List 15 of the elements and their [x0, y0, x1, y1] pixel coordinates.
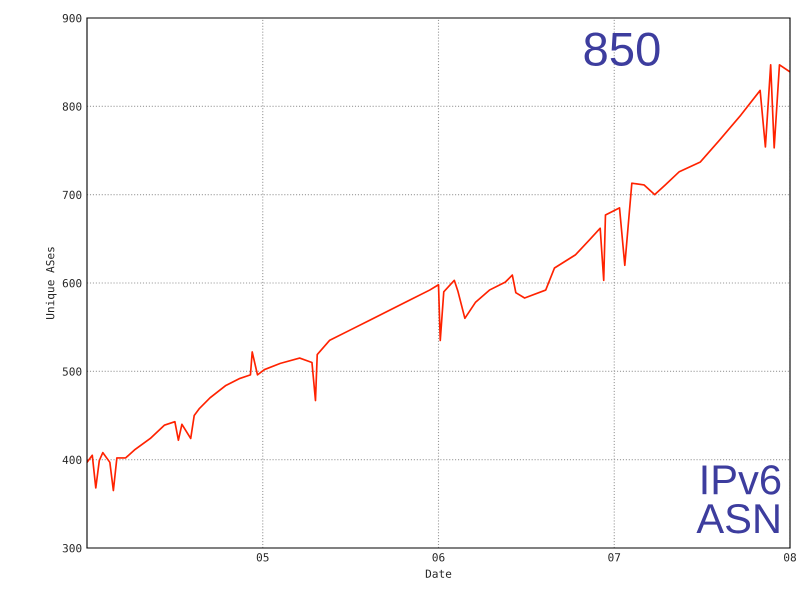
annotation: 850 — [584, 32, 660, 66]
x-tick-label: 08 — [784, 553, 796, 562]
y-tick-label: 500 — [62, 367, 82, 376]
y-tick-label: 700 — [62, 190, 82, 200]
y-axis-title: Unique ASes — [46, 247, 57, 319]
x-tick-label: 07 — [608, 553, 620, 562]
x-tick-label: 06 — [432, 553, 444, 562]
y-tick-label: 400 — [62, 456, 82, 464]
y-tick-label: 800 — [62, 102, 82, 111]
x-axis-title: Date — [426, 570, 452, 578]
annotation: IPv6 ASN — [696, 465, 780, 534]
x-tick-label: 05 — [256, 553, 269, 562]
y-tick-label: 300 — [62, 544, 82, 552]
y-tick-label: 600 — [62, 279, 82, 288]
y-tick-label: 900 — [62, 14, 82, 22]
